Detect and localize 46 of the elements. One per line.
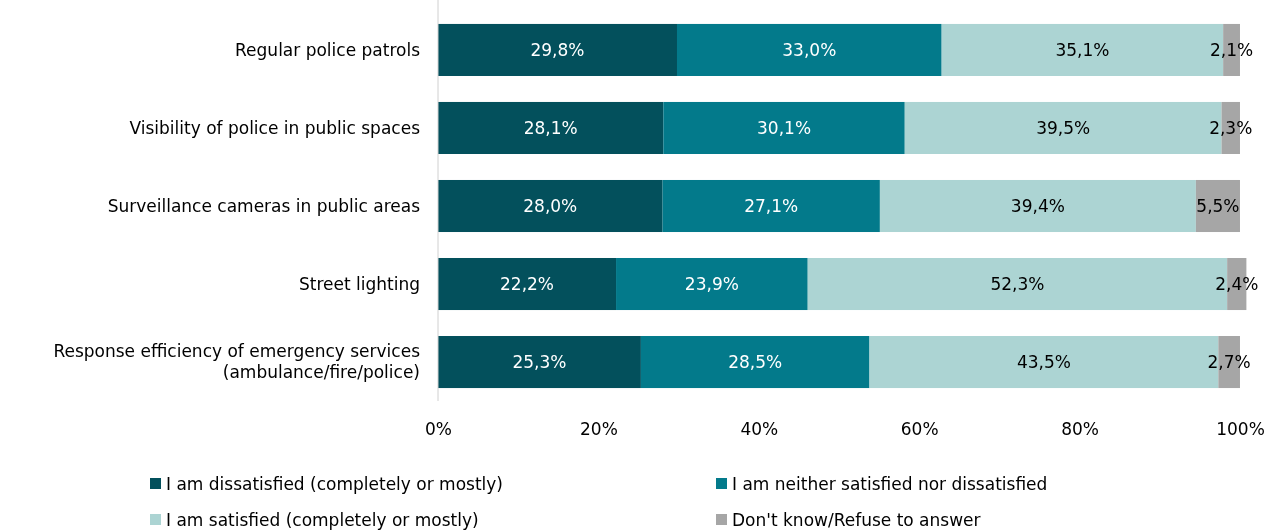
data-label: 22,2% <box>500 273 555 294</box>
x-tick-label: 80% <box>1061 419 1099 440</box>
bar <box>676 23 942 76</box>
x-tick-label: 20% <box>580 419 618 440</box>
y-tick-label: Street lighting <box>298 273 420 294</box>
data-label: 35,1% <box>1055 39 1110 60</box>
legend-label: Don't know/Refuse to answer <box>732 509 981 530</box>
data-label: 28,1% <box>523 117 578 138</box>
data-label: 33,0% <box>782 39 837 60</box>
bar <box>438 101 664 154</box>
data-label: 39,4% <box>1010 195 1065 216</box>
y-tick-label: Surveillance cameras in public areas <box>107 195 421 216</box>
data-label: 5,5% <box>1196 195 1240 216</box>
data-label: 23,9% <box>684 273 739 294</box>
data-label: 27,1% <box>744 195 799 216</box>
data-label: 2,3% <box>1209 117 1253 138</box>
data-label: 39,5% <box>1036 117 1091 138</box>
data-label: 30,1% <box>757 117 812 138</box>
y-tick-label: Response efficiency of emergency services (ambulance/fire/police) <box>53 341 421 383</box>
y-tick-label: Regular police patrols <box>235 39 421 60</box>
data-label: 52,3% <box>990 273 1045 294</box>
legend-label: I am dissatisfied (completely or mostly) <box>166 473 503 494</box>
legend-label: I am neither satisfied nor dissatisfied <box>732 473 1048 494</box>
x-tick-label: 100% <box>1216 419 1265 440</box>
bar <box>663 101 905 154</box>
bar <box>662 179 880 233</box>
bar <box>438 258 617 311</box>
x-tick-label: 60% <box>900 419 939 440</box>
x-tick-label: 0% <box>425 419 452 440</box>
data-label: 25,3% <box>512 351 567 372</box>
legend-label: I am satisfied (completely or mostly) <box>166 509 479 530</box>
data-label: 43,5% <box>1016 351 1071 372</box>
data-label: 28,5% <box>728 351 783 372</box>
x-tick-label: 40% <box>740 419 779 440</box>
y-tick-label: Visibility of police in public spaces <box>129 117 421 138</box>
data-label: 29,8% <box>530 39 585 60</box>
bar <box>879 179 1196 233</box>
bar <box>640 336 870 389</box>
bar <box>438 336 641 389</box>
bar <box>616 258 808 311</box>
bar <box>438 179 663 233</box>
data-label: 2,1% <box>1209 39 1254 60</box>
bar <box>438 23 677 76</box>
data-label: 2,4% <box>1215 273 1259 294</box>
data-label: 2,7% <box>1207 351 1251 372</box>
data-label: 28,0% <box>523 195 578 216</box>
